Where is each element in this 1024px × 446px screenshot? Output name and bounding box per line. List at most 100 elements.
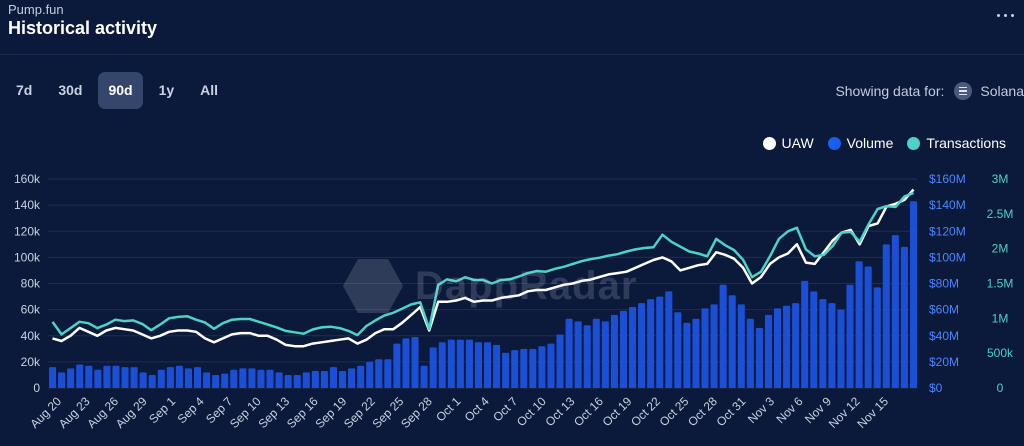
volume-bar: [828, 303, 836, 388]
more-horizontal-icon: [997, 14, 1000, 17]
legend-item-transactions[interactable]: Transactions: [907, 135, 1006, 151]
y-volume-tick-label: $80M: [929, 277, 959, 291]
y-transactions-tick-label: 3M: [992, 172, 1009, 186]
volume-bar: [375, 359, 383, 388]
volume-bar: [629, 307, 637, 388]
x-tick-label: Oct 28: [685, 394, 720, 429]
volume-bar: [647, 299, 655, 388]
network-name: Solana: [980, 83, 1024, 99]
volume-bar: [384, 359, 392, 388]
watermark-text: DappRadar: [415, 263, 638, 308]
volume-bar: [728, 295, 736, 388]
volume-bar: [864, 266, 872, 388]
network-selector[interactable]: Showing data for: Solana: [835, 80, 1024, 102]
x-tick-label: Nov 6: [773, 394, 805, 426]
volume-bar: [121, 367, 129, 388]
y-volume-tick-label: $60M: [929, 303, 959, 317]
volume-bar: [366, 361, 374, 388]
y-volume-tick-label: $20M: [929, 355, 959, 369]
volume-bar: [257, 369, 265, 388]
volume-bar: [873, 287, 881, 388]
chart-lines: [51, 188, 915, 348]
tab-all[interactable]: All: [200, 82, 219, 98]
volume-bar: [357, 365, 365, 388]
chart-legend: UAW Volume Transactions: [762, 135, 1006, 151]
volume-bar: [311, 371, 319, 388]
volume-bar: [900, 246, 908, 388]
volume-bar: [85, 365, 93, 388]
volume-bar: [810, 291, 818, 388]
volume-bar: [783, 305, 791, 388]
x-tick-label: Nov 12: [826, 394, 863, 431]
tab-7d[interactable]: 7d: [16, 82, 33, 98]
y-left-tick-label: 120k: [14, 224, 41, 238]
volume-bar: [692, 318, 700, 388]
volume-bar: [239, 368, 247, 388]
y-left-tick-label: 100k: [14, 250, 41, 264]
volume-bar: [275, 372, 283, 388]
volume-bar: [529, 348, 537, 388]
y-left-tick-label: 140k: [14, 198, 41, 212]
volume-bar: [511, 350, 519, 388]
showing-data-label: Showing data for:: [835, 83, 945, 99]
x-tick-label: Sep 16: [284, 394, 321, 431]
volume-bar: [710, 304, 718, 388]
y-transactions-tick-label: 500k: [987, 346, 1014, 360]
volume-bar: [184, 368, 192, 388]
tab-90d[interactable]: 90d: [98, 72, 143, 109]
y-left-tick-label: 40k: [21, 329, 41, 343]
legend-label-transactions: Transactions: [926, 135, 1006, 151]
volume-bar: [493, 344, 501, 388]
volume-bar: [855, 261, 863, 388]
volume-bar: [574, 321, 582, 388]
x-tick-label: Oct 16: [571, 394, 606, 429]
y-left-tick-label: 160k: [14, 172, 41, 186]
volume-bar: [447, 339, 455, 388]
volume-bar: [166, 367, 174, 388]
volume-bar: [203, 372, 211, 388]
legend-dot-transactions: [907, 136, 921, 150]
volume-bar: [520, 348, 528, 388]
tab-1y[interactable]: 1y: [158, 82, 175, 98]
volume-bar: [212, 374, 220, 388]
x-tick-label: Oct 31: [714, 394, 749, 429]
x-tick-label: Sep 4: [175, 394, 207, 426]
volume-bar: [221, 373, 229, 388]
volume-bar: [801, 280, 809, 388]
volume-bar: [49, 367, 57, 388]
volume-bar: [329, 367, 337, 388]
volume-bar: [737, 304, 745, 388]
volume-bar: [266, 369, 274, 388]
volume-bar: [76, 364, 84, 388]
y-volume-tick-label: $140M: [929, 198, 966, 212]
y-volume-tick-label: $160M: [929, 172, 966, 186]
x-tick-label: Oct 1: [433, 394, 463, 424]
y-transactions-tick-label: 2M: [992, 242, 1009, 256]
volume-bar: [583, 325, 591, 388]
legend-item-volume[interactable]: Volume: [827, 135, 893, 151]
volume-bar: [656, 296, 664, 388]
volume-bar: [755, 327, 763, 388]
volume-bar: [130, 367, 138, 388]
y-transactions-tick-label: 1.5M: [987, 277, 1014, 291]
y-left-tick-label: 80k: [21, 277, 41, 291]
tab-30d[interactable]: 30d: [58, 82, 83, 98]
x-tick-label: Oct 19: [600, 394, 635, 429]
volume-bar: [683, 322, 691, 388]
volume-bar: [592, 318, 600, 388]
volume-bar: [882, 244, 890, 388]
volume-bar: [746, 318, 754, 388]
volume-bar: [175, 365, 183, 388]
legend-item-uaw[interactable]: UAW: [762, 135, 814, 151]
volume-bar: [438, 342, 446, 388]
volume-bar: [764, 314, 772, 388]
more-options-button[interactable]: [996, 4, 1016, 24]
watermark: DappRadar: [343, 256, 637, 316]
x-tick-label: Oct 4: [462, 394, 492, 424]
app-name: Pump.fun: [8, 2, 64, 17]
x-tick-label: Oct 13: [543, 394, 578, 429]
volume-bar: [157, 369, 165, 388]
volume-bar: [456, 339, 464, 388]
volume-bar: [792, 303, 800, 388]
y-transactions-tick-label: 0: [997, 381, 1004, 395]
